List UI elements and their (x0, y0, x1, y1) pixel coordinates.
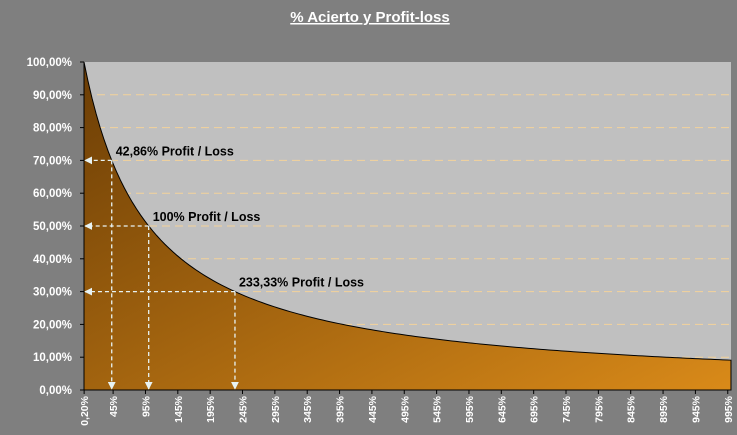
annotation-labels: 42,86% Profit / Loss 100% Profit / Loss 23… (116, 144, 364, 289)
x-tick-label-6: 295% (270, 395, 282, 423)
x-tick-label-2: 95% (140, 395, 152, 417)
x-tick-label-16: 795% (593, 395, 605, 423)
y-tick-label-2: 20,00% (33, 319, 72, 331)
x-tick-label-15: 745% (561, 395, 573, 423)
x-tick-label-5: 245% (238, 395, 250, 423)
x-tick-label-19: 945% (690, 395, 702, 423)
annotation-label-233: 233,33% Profit / Loss (239, 276, 364, 290)
annotation-guides (84, 156, 239, 390)
x-tick-label-10: 495% (399, 395, 411, 423)
x-tick-label-18: 895% (658, 395, 670, 423)
y-tick-label-4: 40,00% (33, 254, 72, 266)
x-tick-label-11: 545% (432, 395, 444, 423)
annotation-label-100: 100% Profit / Loss (153, 210, 261, 224)
x-tick-label-4: 195% (205, 395, 217, 423)
annotation-label-42: 42,86% Profit / Loss (116, 144, 234, 158)
y-tick-label-9: 90,00% (33, 90, 72, 102)
y-tick-label-1: 10,00% (33, 352, 72, 364)
x-tick-label-8: 395% (335, 395, 347, 423)
y-tick-label-6: 60,00% (33, 188, 72, 200)
y-tick-label-10: 100,00% (27, 57, 72, 69)
y-axis: 0,00% 10,00% 20,00% 30,00% 40,00% 50,00% 60,00… (27, 57, 85, 397)
x-axis: 0,20% 45% 95% 145% 195% 245% 295% 345% 395% 445% 4… (79, 389, 735, 426)
x-tick-label-1: 45% (108, 395, 120, 417)
x-tick-label-0: 0,20% (79, 395, 91, 425)
x-tick-label-20: 995% (723, 395, 735, 423)
x-tick-label-3: 145% (173, 395, 185, 423)
x-tick-label-9: 445% (367, 395, 379, 423)
y-tick-label-0: 0,00% (39, 385, 72, 397)
chart-title: % Acierto y Profit-loss (290, 9, 449, 26)
x-tick-label-17: 845% (626, 395, 638, 423)
y-tick-label-7: 70,00% (33, 155, 72, 167)
y-tick-label-8: 80,00% (33, 123, 72, 135)
series-area-acierto (83, 61, 732, 391)
x-tick-label-7: 345% (302, 395, 314, 423)
x-tick-label-12: 595% (464, 395, 476, 423)
x-tick-label-14: 695% (529, 395, 541, 423)
x-tick-label-13: 645% (496, 395, 508, 423)
y-tick-label-3: 30,00% (33, 287, 72, 299)
y-tick-label-5: 50,00% (33, 221, 72, 233)
